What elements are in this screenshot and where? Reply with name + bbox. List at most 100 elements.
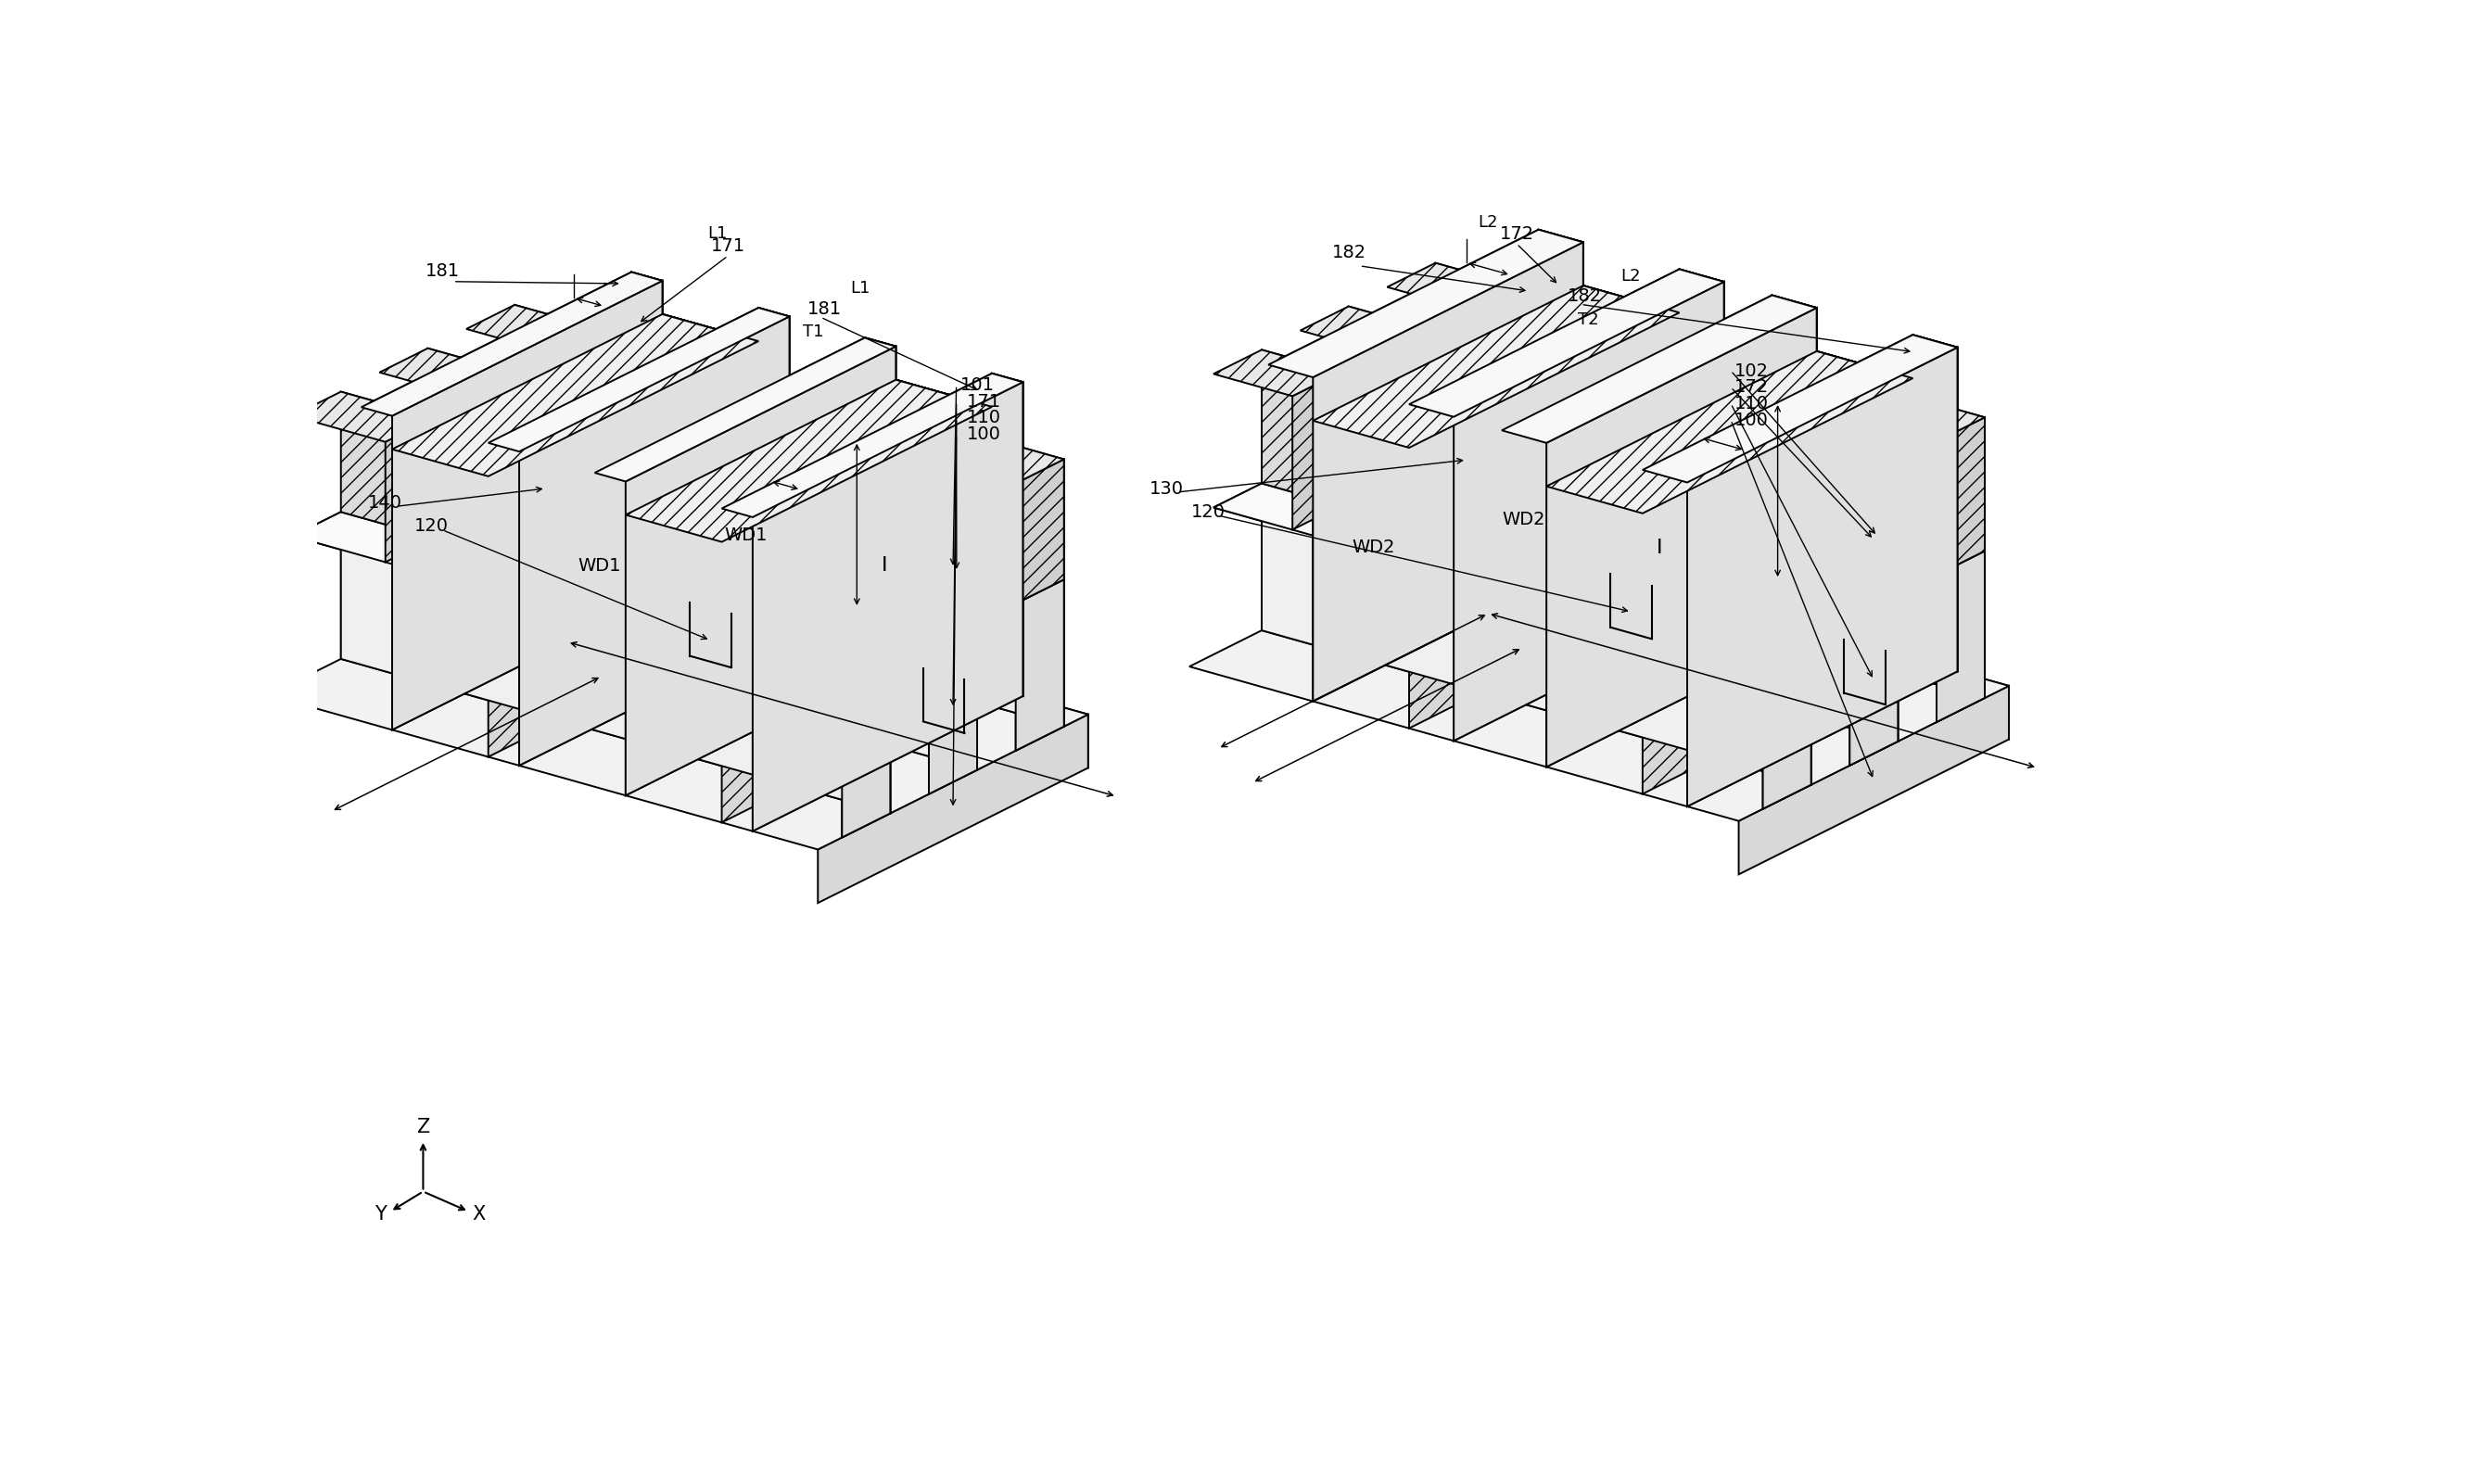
Polygon shape bbox=[1454, 282, 1723, 741]
Polygon shape bbox=[1213, 350, 1340, 396]
Polygon shape bbox=[1350, 439, 1897, 742]
Polygon shape bbox=[764, 375, 842, 516]
Polygon shape bbox=[625, 380, 991, 542]
Polygon shape bbox=[515, 304, 608, 451]
Polygon shape bbox=[1678, 269, 1723, 605]
Polygon shape bbox=[896, 380, 991, 687]
Polygon shape bbox=[378, 349, 520, 398]
Polygon shape bbox=[1350, 306, 1427, 462]
Polygon shape bbox=[294, 392, 433, 442]
Polygon shape bbox=[515, 424, 1063, 727]
Text: 171: 171 bbox=[966, 393, 1001, 410]
Polygon shape bbox=[1614, 381, 1661, 528]
Polygon shape bbox=[428, 469, 976, 770]
Polygon shape bbox=[1760, 490, 1810, 638]
Polygon shape bbox=[1912, 335, 1957, 671]
Text: 181: 181 bbox=[426, 263, 461, 279]
Text: 172: 172 bbox=[1736, 378, 1768, 396]
Polygon shape bbox=[1526, 438, 1574, 595]
Polygon shape bbox=[488, 307, 789, 451]
Polygon shape bbox=[1763, 638, 1810, 809]
Polygon shape bbox=[1763, 505, 1810, 662]
Polygon shape bbox=[632, 272, 662, 595]
Polygon shape bbox=[515, 424, 1063, 727]
Polygon shape bbox=[1409, 313, 1678, 729]
Polygon shape bbox=[560, 331, 608, 475]
Text: 130: 130 bbox=[1150, 479, 1185, 497]
Polygon shape bbox=[722, 374, 1023, 518]
Text: WD1: WD1 bbox=[725, 527, 767, 543]
Polygon shape bbox=[1546, 352, 1912, 513]
Polygon shape bbox=[1312, 242, 1584, 702]
Polygon shape bbox=[1016, 459, 1063, 604]
Polygon shape bbox=[991, 374, 1023, 696]
Polygon shape bbox=[1387, 263, 1514, 309]
Text: WD2: WD2 bbox=[1352, 539, 1394, 556]
Polygon shape bbox=[1564, 381, 1661, 418]
Text: 100: 100 bbox=[966, 426, 1001, 444]
Polygon shape bbox=[1546, 352, 1912, 513]
Polygon shape bbox=[842, 666, 891, 837]
Text: 110: 110 bbox=[1736, 395, 1768, 413]
Polygon shape bbox=[1262, 484, 1810, 785]
Polygon shape bbox=[1643, 335, 1957, 482]
Polygon shape bbox=[1409, 269, 1723, 417]
Polygon shape bbox=[752, 381, 1023, 831]
Text: WD1: WD1 bbox=[578, 556, 620, 574]
Polygon shape bbox=[1937, 551, 1985, 723]
Polygon shape bbox=[538, 559, 1088, 767]
Text: 102: 102 bbox=[1736, 362, 1768, 380]
Polygon shape bbox=[1292, 372, 1340, 530]
Polygon shape bbox=[1937, 417, 1985, 576]
Polygon shape bbox=[1539, 230, 1584, 567]
Polygon shape bbox=[625, 346, 896, 795]
Polygon shape bbox=[1379, 328, 1427, 487]
Polygon shape bbox=[1213, 484, 1810, 662]
Polygon shape bbox=[1312, 285, 1678, 448]
Polygon shape bbox=[1818, 352, 1912, 512]
Polygon shape bbox=[1643, 378, 1912, 647]
Polygon shape bbox=[1300, 306, 1427, 353]
Polygon shape bbox=[1213, 484, 1810, 662]
Text: 171: 171 bbox=[710, 237, 745, 255]
Polygon shape bbox=[759, 307, 789, 631]
Polygon shape bbox=[1678, 269, 1723, 605]
Polygon shape bbox=[361, 272, 662, 416]
Polygon shape bbox=[1479, 424, 1574, 462]
Polygon shape bbox=[1818, 352, 1912, 659]
Polygon shape bbox=[951, 441, 1063, 484]
Polygon shape bbox=[1912, 335, 1957, 671]
Polygon shape bbox=[929, 623, 976, 794]
Polygon shape bbox=[625, 380, 991, 542]
Polygon shape bbox=[998, 441, 1063, 579]
Polygon shape bbox=[1409, 313, 1678, 582]
Polygon shape bbox=[824, 528, 891, 666]
Polygon shape bbox=[677, 418, 754, 559]
Polygon shape bbox=[792, 396, 842, 540]
Polygon shape bbox=[520, 316, 789, 766]
Polygon shape bbox=[1614, 395, 1661, 552]
Polygon shape bbox=[595, 338, 896, 481]
Polygon shape bbox=[1738, 686, 2009, 874]
Polygon shape bbox=[520, 316, 789, 766]
Polygon shape bbox=[625, 346, 896, 795]
Polygon shape bbox=[752, 381, 1023, 831]
Polygon shape bbox=[1526, 424, 1574, 571]
Polygon shape bbox=[864, 484, 976, 527]
Polygon shape bbox=[896, 380, 991, 540]
Polygon shape bbox=[1711, 490, 1810, 528]
Polygon shape bbox=[1937, 551, 1985, 723]
Text: 100: 100 bbox=[1736, 411, 1768, 429]
Polygon shape bbox=[662, 315, 759, 475]
Text: Z: Z bbox=[416, 1117, 431, 1137]
Polygon shape bbox=[341, 392, 433, 539]
Text: L1: L1 bbox=[849, 280, 869, 297]
Polygon shape bbox=[1300, 439, 1897, 619]
Polygon shape bbox=[896, 380, 991, 540]
Polygon shape bbox=[722, 407, 991, 675]
Polygon shape bbox=[466, 304, 608, 355]
Polygon shape bbox=[1387, 396, 1985, 576]
Polygon shape bbox=[341, 512, 891, 813]
Polygon shape bbox=[1546, 307, 1818, 767]
Polygon shape bbox=[1546, 307, 1818, 767]
